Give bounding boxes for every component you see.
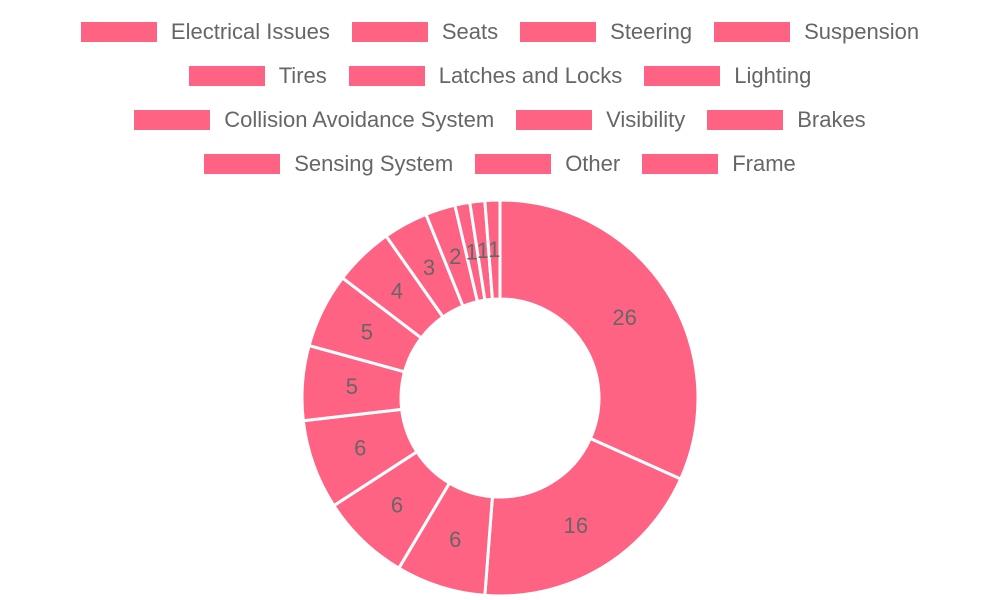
slice-frame[interactable] [483, 198, 502, 301]
legend-item[interactable]: Latches and Locks [348, 63, 623, 89]
legend-label: Sensing System [294, 151, 454, 176]
legend-item[interactable]: Steering [520, 19, 692, 45]
legend-item[interactable]: Other [475, 151, 620, 177]
legend-item[interactable]: Lighting [644, 63, 811, 89]
legend-swatch [714, 22, 791, 42]
legend-swatch [707, 110, 784, 130]
slice-value-label: 1 [477, 238, 489, 263]
legend-item[interactable]: Sensing System [204, 151, 453, 177]
legend-item[interactable]: Frame [642, 151, 796, 177]
legend-item[interactable]: Electrical Issues [80, 19, 330, 45]
legend-swatch [134, 110, 211, 130]
legend-label: Tires [278, 63, 327, 88]
legend-item[interactable]: Suspension [714, 19, 919, 45]
slice-value-label: 5 [361, 320, 373, 345]
slice-value-label: 1 [466, 240, 478, 265]
slice-seats[interactable] [483, 436, 683, 598]
legend-label: Latches and Locks [438, 63, 623, 88]
legend-label: Seats [441, 19, 499, 44]
legend-row: Tires Latches and Locks Lighting [0, 54, 1000, 98]
legend-label: Steering [610, 19, 693, 44]
slice-electrical-issues[interactable] [498, 198, 700, 481]
legend-swatch [204, 154, 281, 174]
slice-value-label: 1 [488, 237, 500, 262]
legend-swatch [351, 22, 428, 42]
legend-swatch [348, 66, 425, 86]
slice-value-label: 6 [354, 436, 366, 461]
legend-item[interactable]: Visibility [516, 107, 685, 133]
slice-value-label: 6 [449, 527, 461, 552]
slice-value-label: 16 [564, 513, 588, 538]
chart-legend: Electrical Issues Seats Steering Suspension… [0, 10, 1000, 186]
legend-label: Frame [732, 151, 796, 176]
legend-row: Sensing System Other Frame [0, 142, 1000, 186]
legend-row: Electrical Issues Seats Steering Suspension [0, 10, 1000, 54]
legend-label: Collision Avoidance System [224, 107, 495, 132]
legend-swatch [475, 154, 552, 174]
legend-swatch [644, 66, 721, 86]
legend-label: Suspension [804, 19, 920, 44]
legend-label: Other [565, 151, 621, 176]
slice-value-label: 2 [449, 244, 461, 269]
legend-swatch [188, 66, 265, 86]
legend-swatch [516, 110, 593, 130]
legend-label: Electrical Issues [170, 19, 330, 44]
slice-value-label: 4 [391, 279, 403, 304]
legend-swatch [80, 22, 157, 42]
slice-value-label: 3 [423, 255, 435, 280]
legend-row: Collision Avoidance System Visibility Brak… [0, 98, 1000, 142]
legend-swatch [642, 154, 719, 174]
legend-item[interactable]: Tires [188, 63, 327, 89]
legend-item[interactable]: Brakes [707, 107, 866, 133]
legend-label: Visibility [606, 107, 686, 132]
slice-value-label: 6 [391, 492, 403, 517]
legend-swatch [520, 22, 597, 42]
legend-label: Lighting [734, 63, 812, 88]
slice-value-label: 26 [612, 305, 636, 330]
legend-item[interactable]: Collision Avoidance System [134, 107, 494, 133]
slice-value-label: 5 [346, 374, 358, 399]
legend-item[interactable]: Seats [351, 19, 499, 45]
legend-label: Brakes [797, 107, 866, 132]
